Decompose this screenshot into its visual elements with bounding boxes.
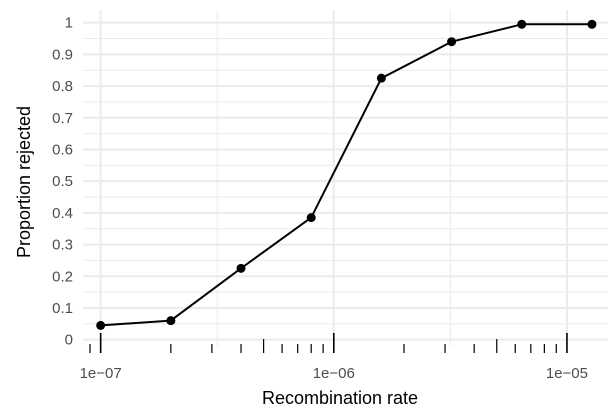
y-tick-label: 0.8 xyxy=(52,78,73,95)
series-line xyxy=(100,23,592,327)
data-point xyxy=(376,73,386,83)
y-tick-label: 0.5 xyxy=(52,173,73,190)
x-tick-label: 1e−05 xyxy=(546,365,588,382)
y-axis-title: Proportion rejected xyxy=(14,106,34,258)
x-axis-ticks: 1e−07 1e−06 1e−05 xyxy=(80,365,588,382)
data-point xyxy=(166,316,176,326)
y-tick-label: 0.2 xyxy=(52,268,73,285)
data-point xyxy=(517,19,527,29)
grid xyxy=(83,10,608,346)
y-tick-label: 0.1 xyxy=(52,300,73,317)
y-tick-label: 0.9 xyxy=(52,46,73,63)
data-point xyxy=(447,37,457,47)
y-tick-label: 0 xyxy=(65,332,73,349)
y-axis-ticks: 0 0.1 0.2 0.3 0.4 0.5 0.6 0.7 0.8 0.9 1 xyxy=(52,15,73,349)
y-tick-label: 0.4 xyxy=(52,205,73,222)
y-tick-label: 0.7 xyxy=(52,110,73,127)
data-point xyxy=(306,213,316,223)
y-tick-label: 1 xyxy=(65,15,73,32)
x-tick-label: 1e−07 xyxy=(80,365,122,382)
y-tick-label: 0.3 xyxy=(52,237,73,254)
x-axis-title: Recombination rate xyxy=(262,388,418,408)
series-layer xyxy=(96,19,597,330)
x-tick-label: 1e−06 xyxy=(313,365,355,382)
x-axis-rug xyxy=(89,333,568,353)
data-point xyxy=(236,263,246,273)
data-point xyxy=(587,19,597,29)
y-tick-label: 0.6 xyxy=(52,141,73,158)
data-point xyxy=(96,320,106,330)
